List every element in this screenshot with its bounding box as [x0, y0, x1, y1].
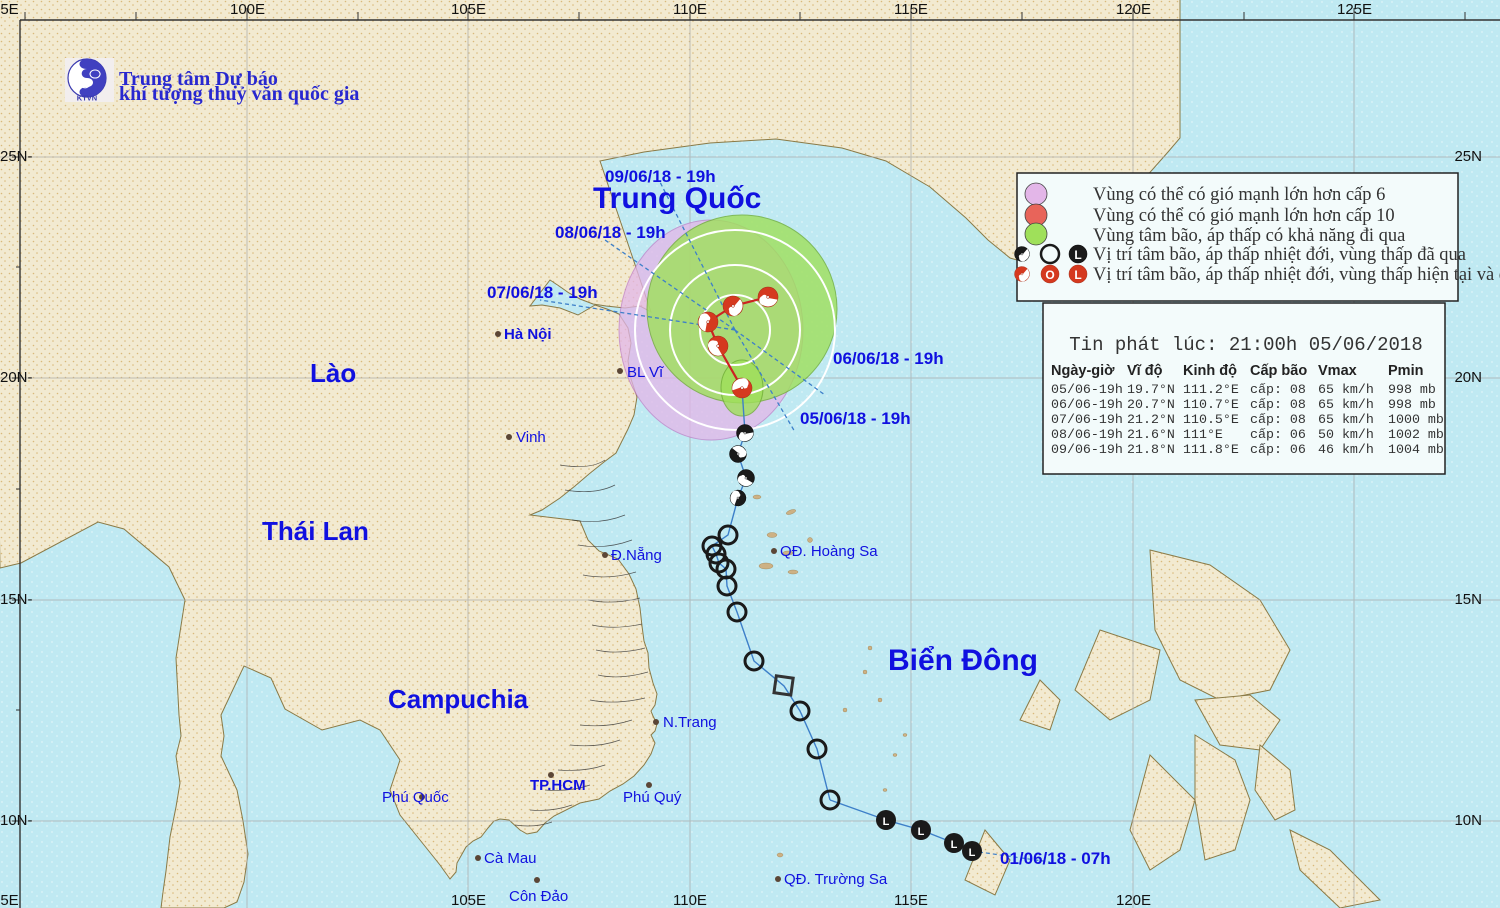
svg-text:105E: 105E	[451, 1, 486, 18]
svg-text:cấp: 08: cấp: 08	[1250, 382, 1306, 397]
svg-text:111.8°E: 111.8°E	[1183, 442, 1239, 457]
svg-text:L: L	[918, 826, 925, 838]
svg-text:05/06-19h: 05/06-19h	[1051, 382, 1123, 397]
svg-text:111°E: 111°E	[1183, 427, 1223, 442]
svg-text:07/06-19h: 07/06-19h	[1051, 412, 1123, 427]
svg-text:Campuchia: Campuchia	[388, 684, 529, 714]
svg-text:20N: 20N	[1454, 369, 1482, 386]
svg-text:65 km/h: 65 km/h	[1318, 382, 1374, 397]
svg-text:50 km/h: 50 km/h	[1318, 427, 1374, 442]
svg-text:Vĩ độ: Vĩ độ	[1127, 363, 1163, 379]
svg-text:115E: 115E	[894, 1, 928, 18]
svg-text:111.2°E: 111.2°E	[1183, 382, 1239, 397]
svg-text:10N-: 10N-	[0, 812, 33, 829]
svg-text:N.Trang: N.Trang	[663, 714, 717, 731]
svg-text:01/06/18 - 07h: 01/06/18 - 07h	[1000, 849, 1111, 868]
svg-text:KTVN: KTVN	[77, 94, 97, 103]
svg-text:Vmax: Vmax	[1318, 363, 1357, 379]
svg-text:Vinh: Vinh	[516, 429, 546, 446]
svg-text:L: L	[883, 816, 890, 828]
svg-text:Lào: Lào	[310, 358, 356, 388]
svg-text:L: L	[1074, 268, 1081, 282]
svg-text:Cấp bão: Cấp bão	[1250, 363, 1307, 379]
svg-text:07/06/18 - 19h: 07/06/18 - 19h	[487, 283, 598, 302]
svg-text:TP.HCM: TP.HCM	[530, 777, 586, 794]
svg-text:Vùng tâm bão, áp thấp có khả n: Vùng tâm bão, áp thấp có khả năng đi qua	[1093, 226, 1405, 246]
svg-text:Hà Nội: Hà Nội	[504, 326, 552, 343]
svg-text:khí tượng thuỷ văn quốc gia: khí tượng thuỷ văn quốc gia	[119, 83, 359, 105]
svg-text:06/06/18 - 19h: 06/06/18 - 19h	[833, 349, 944, 368]
svg-text:10N: 10N	[1454, 812, 1482, 829]
svg-text:Côn Đảo: Côn Đảo	[509, 888, 568, 905]
svg-text:09/06-19h: 09/06-19h	[1051, 442, 1123, 457]
svg-text:O: O	[1045, 268, 1054, 282]
svg-text:QĐ. Hoàng Sa: QĐ. Hoàng Sa	[780, 543, 878, 560]
svg-text:110E: 110E	[673, 1, 707, 18]
svg-text:25N-: 25N-	[0, 148, 33, 165]
svg-text:Vị trí tâm bão, áp thấp nhiệt: Vị trí tâm bão, áp thấp nhiệt đới, vùng …	[1093, 265, 1500, 285]
svg-text:115E: 115E	[894, 892, 928, 908]
svg-text:L: L	[1074, 248, 1081, 262]
svg-text:1004 mb: 1004 mb	[1388, 442, 1444, 457]
svg-text:19.7°N: 19.7°N	[1127, 382, 1175, 397]
svg-text:25N: 25N	[1454, 148, 1482, 165]
svg-text:Pmin: Pmin	[1388, 363, 1423, 379]
svg-text:15N-: 15N-	[0, 591, 33, 608]
svg-text:06/06-19h: 06/06-19h	[1051, 397, 1123, 412]
svg-text:65 km/h: 65 km/h	[1318, 412, 1374, 427]
svg-text:1002 mb: 1002 mb	[1388, 427, 1444, 442]
svg-text:L: L	[969, 847, 976, 859]
svg-text:BL Vĩ: BL Vĩ	[627, 364, 664, 381]
svg-text:Ngày-giờ: Ngày-giờ	[1051, 363, 1115, 379]
svg-text:125E: 125E	[1337, 1, 1372, 18]
svg-text:110.7°E: 110.7°E	[1183, 397, 1239, 412]
svg-text:Kinh độ: Kinh độ	[1183, 363, 1237, 379]
svg-text:20N-: 20N-	[0, 369, 33, 386]
svg-text:cấp: 06: cấp: 06	[1250, 427, 1306, 442]
svg-text:110.5°E: 110.5°E	[1183, 412, 1239, 427]
svg-text:Vùng có thể có gió mạnh lớn hơ: Vùng có thể có gió mạnh lớn hơn cấp 6	[1093, 185, 1385, 205]
svg-text:1000 mb: 1000 mb	[1388, 412, 1444, 427]
svg-text:65 km/h: 65 km/h	[1318, 397, 1374, 412]
svg-text:95E: 95E	[0, 892, 19, 908]
svg-text:QĐ. Trường Sa: QĐ. Trường Sa	[784, 871, 888, 888]
svg-text:cấp: 08: cấp: 08	[1250, 412, 1306, 427]
svg-text:120E: 120E	[1116, 892, 1151, 908]
svg-text:Biển Đông: Biển Đông	[888, 644, 1038, 677]
svg-text:cấp: 08: cấp: 08	[1250, 397, 1306, 412]
svg-text:998 mb: 998 mb	[1388, 382, 1436, 397]
svg-text:L: L	[951, 839, 958, 851]
svg-text:Cà Mau: Cà Mau	[484, 850, 537, 867]
svg-text:Trung Quốc: Trung Quốc	[593, 182, 761, 215]
svg-text:46 km/h: 46 km/h	[1318, 442, 1374, 457]
svg-text:120E: 120E	[1116, 1, 1151, 18]
svg-text:21.6°N: 21.6°N	[1127, 427, 1175, 442]
svg-text:05/06/18 - 19h: 05/06/18 - 19h	[800, 409, 911, 428]
svg-text:08/06-19h: 08/06-19h	[1051, 427, 1123, 442]
svg-text:cấp: 06: cấp: 06	[1250, 442, 1306, 457]
svg-text:100E: 100E	[230, 1, 265, 18]
svg-text:Đ.Nẵng: Đ.Nẵng	[611, 547, 662, 564]
svg-text:08/06/18 - 19h: 08/06/18 - 19h	[555, 223, 666, 242]
svg-text:Vùng có thể có gió mạnh lớn hơ: Vùng có thể có gió mạnh lớn hơn cấp 10	[1093, 206, 1395, 226]
svg-text:Phú Quý: Phú Quý	[623, 789, 682, 806]
svg-text:998 mb: 998 mb	[1388, 397, 1436, 412]
svg-text:21.2°N: 21.2°N	[1127, 412, 1175, 427]
svg-text:21.8°N: 21.8°N	[1127, 442, 1175, 457]
svg-text:15N: 15N	[1454, 591, 1482, 608]
svg-text:95E: 95E	[0, 1, 19, 18]
svg-text:105E: 105E	[451, 892, 486, 908]
svg-text:Phú Quốc: Phú Quốc	[382, 789, 449, 806]
svg-text:20.7°N: 20.7°N	[1127, 397, 1175, 412]
svg-text:110E: 110E	[673, 892, 707, 908]
svg-text:Vị trí tâm bão, áp thấp nhiệt: Vị trí tâm bão, áp thấp nhiệt đới, vùng …	[1093, 245, 1466, 265]
svg-text:Tin phát lúc: 21:00h 05/06/201: Tin phát lúc: 21:00h 05/06/2018	[1069, 334, 1422, 356]
svg-text:Thái Lan: Thái Lan	[262, 516, 369, 546]
